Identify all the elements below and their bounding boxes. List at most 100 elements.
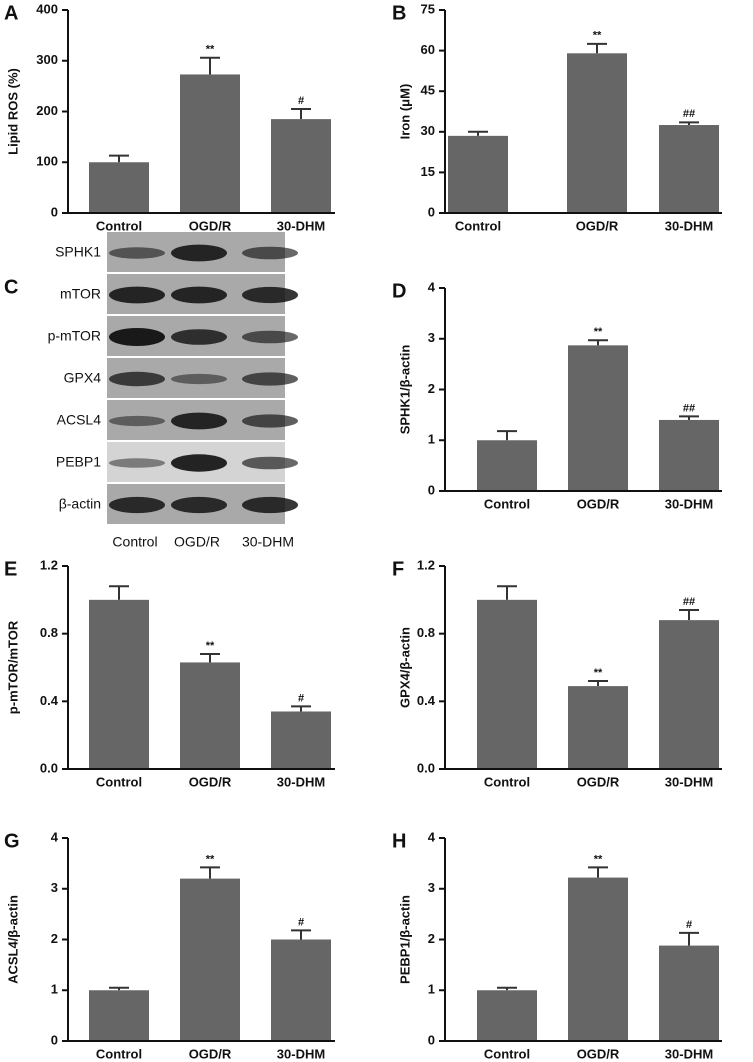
y-tick-label: 1 [428, 432, 435, 447]
x-tick-label: Control [96, 774, 142, 789]
blot-lane-label: OGD/R [174, 534, 220, 550]
y-axis-label: GPX4/β-actin [397, 627, 412, 708]
significance-label: ** [594, 667, 603, 679]
significance-label: # [298, 95, 304, 107]
y-tick-label: 200 [36, 103, 58, 118]
blot-row-label: SPHK1 [55, 244, 101, 260]
bar [89, 162, 149, 213]
bar [567, 53, 627, 213]
significance-label: ## [683, 596, 695, 608]
blot-band [242, 372, 298, 386]
y-tick-label: 3 [51, 880, 58, 895]
y-tick-label: 75 [421, 1, 435, 16]
blot-band [109, 328, 165, 346]
x-tick-label: 30-DHM [665, 1046, 713, 1061]
bar [477, 440, 537, 491]
y-tick-label: 3 [428, 880, 435, 895]
bar [659, 125, 719, 213]
bar [448, 135, 508, 213]
bar [659, 419, 719, 491]
blot-lane-label: Control [112, 534, 157, 550]
y-axis-label: Iron (μM) [397, 84, 412, 140]
panel-label: H [392, 830, 406, 852]
y-tick-label: 0 [428, 482, 435, 497]
x-tick-label: OGD/R [577, 774, 620, 789]
x-tick-label: 30-DHM [277, 774, 325, 789]
y-tick-label: 3 [428, 330, 435, 345]
y-tick-label: 0 [51, 204, 58, 219]
x-tick-label: 30-DHM [665, 218, 713, 233]
bar [180, 662, 240, 769]
blot-band [171, 329, 227, 345]
bar [180, 74, 240, 213]
blot-band [242, 496, 298, 514]
significance-label: ** [206, 853, 215, 865]
y-tick-label: 2 [428, 931, 435, 946]
y-tick-label: 4 [428, 829, 436, 844]
blot-band [109, 415, 165, 427]
y-axis-label: PEBP1/β-actin [397, 895, 412, 984]
significance-label: # [686, 919, 692, 931]
y-tick-label: 4 [428, 279, 436, 294]
y-tick-label: 100 [36, 154, 58, 169]
blot-band [171, 496, 227, 514]
bar [568, 686, 628, 769]
y-tick-label: 400 [36, 1, 58, 16]
x-tick-label: Control [484, 496, 530, 511]
y-tick-label: 1 [51, 982, 58, 997]
y-tick-label: 2 [51, 931, 58, 946]
bar [271, 119, 331, 213]
significance-label: ## [683, 402, 695, 414]
panel-label: F [392, 558, 404, 580]
x-tick-label: 30-DHM [277, 218, 325, 233]
blot-row-label: p-mTOR [48, 328, 101, 344]
blot-row-label: PEBP1 [56, 454, 101, 470]
x-tick-label: Control [484, 774, 530, 789]
y-tick-label: 0 [428, 204, 435, 219]
blot-row-label: ACSL4 [57, 412, 102, 428]
blot-band [242, 246, 298, 260]
x-tick-label: 30-DHM [277, 1046, 325, 1061]
bar [89, 990, 149, 1041]
y-axis-label: SPHK1/β-actin [397, 345, 412, 435]
y-tick-label: 1 [428, 982, 435, 997]
bar [477, 990, 537, 1041]
blot-band [109, 458, 165, 468]
x-tick-label: OGD/R [576, 218, 619, 233]
y-tick-label: 60 [421, 42, 435, 57]
x-tick-label: OGD/R [577, 496, 620, 511]
blot-band [171, 412, 227, 430]
significance-label: # [298, 916, 304, 928]
bar [659, 620, 719, 769]
x-tick-label: 30-DHM [665, 496, 713, 511]
panel-label: B [392, 2, 406, 24]
panel-label: D [392, 280, 406, 302]
bar [568, 345, 628, 491]
blot-band [242, 456, 298, 470]
x-tick-label: OGD/R [577, 1046, 620, 1061]
blot-band [171, 373, 227, 385]
blot-band [171, 286, 227, 304]
y-axis-label: p-mTOR/mTOR [5, 620, 20, 714]
blot-band [109, 286, 165, 304]
blot-band [171, 454, 227, 472]
x-tick-label: Control [96, 218, 142, 233]
blot-band [109, 247, 165, 259]
blot-band [242, 414, 298, 428]
bar [89, 599, 149, 769]
panel-label: E [4, 558, 17, 580]
y-tick-label: 0.8 [40, 625, 58, 640]
y-tick-label: 0.4 [40, 693, 59, 708]
bar [180, 878, 240, 1041]
y-axis-label: Lipid ROS (%) [5, 68, 20, 155]
x-tick-label: Control [455, 218, 501, 233]
significance-label: # [298, 692, 304, 704]
significance-label: ** [594, 326, 603, 338]
y-tick-label: 1.2 [417, 557, 435, 572]
y-tick-label: 300 [36, 52, 58, 67]
y-tick-label: 4 [51, 829, 59, 844]
blot-band [109, 371, 165, 387]
significance-label: ## [683, 108, 695, 120]
blot-lane-label: 30-DHM [242, 534, 294, 550]
